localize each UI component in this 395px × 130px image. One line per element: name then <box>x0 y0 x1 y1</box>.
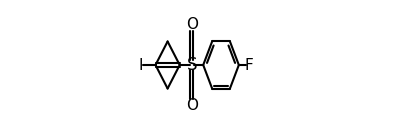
Text: I: I <box>138 57 143 73</box>
Text: O: O <box>186 98 198 113</box>
Text: O: O <box>186 17 198 32</box>
Text: S: S <box>186 56 197 74</box>
Text: F: F <box>245 57 254 73</box>
